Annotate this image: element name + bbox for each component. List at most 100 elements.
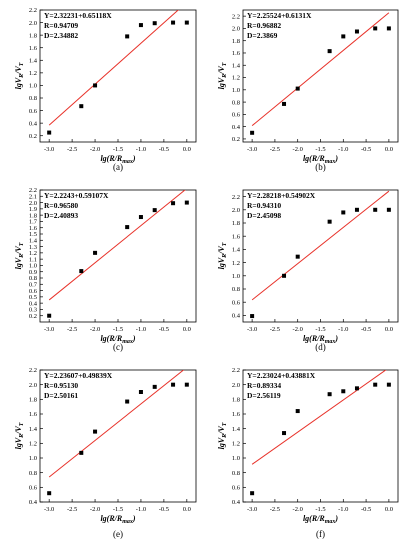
y-tick-label: 2.2 <box>232 13 240 20</box>
y-tick-label: 0.2 <box>232 136 240 143</box>
x-tick-label: -1.5 <box>315 506 325 513</box>
y-tick-label: 1.4 <box>29 426 38 433</box>
fit-equation: Y=2.28218+0.54902X <box>247 191 316 200</box>
x-tick-label: -2.0 <box>293 326 303 333</box>
correlation-r: R=0.89334 <box>247 381 281 390</box>
y-tick-label: 1.6 <box>232 233 241 240</box>
y-tick-label: 1.9 <box>29 206 37 213</box>
x-tick-label: -1.0 <box>136 146 146 153</box>
panel-label: (d) <box>315 342 326 352</box>
y-tick-label: 1.0 <box>232 87 240 94</box>
y-tick-label: 1.4 <box>29 237 38 244</box>
y-tick-label: 0.6 <box>29 485 38 492</box>
y-tick-label: 2.2 <box>232 367 240 374</box>
y-tick-label: 0.9 <box>29 269 37 276</box>
y-tick-label: 1.8 <box>29 32 37 39</box>
chart-panel-b: -3.0 -2.5 -2.0 -1.5 -1.0 -0.5 0.0 0.2 0.4 0.6 0.8 1… <box>217 9 399 172</box>
y-tick-label: 0.3 <box>29 307 37 314</box>
data-point <box>93 83 98 88</box>
data-point <box>125 399 130 404</box>
correlation-r: R=0.94709 <box>44 21 78 30</box>
data-point <box>327 392 332 397</box>
y-axis-label: lgVR/VT <box>217 422 228 449</box>
y-tick-label: 2.2 <box>29 187 37 194</box>
y-tick-label: 0.7 <box>29 281 38 288</box>
chart-panel-c: -3.0 -2.5 -2.0 -1.5 -1.0 -0.5 0.00.20.30.40.50… <box>14 187 197 352</box>
y-tick-label: 1.2 <box>29 250 37 257</box>
y-tick-label: 1.8 <box>232 397 240 404</box>
x-tick-label: -1.5 <box>315 146 325 153</box>
y-tick-label: 1.2 <box>232 75 240 82</box>
data-point <box>327 49 332 54</box>
data-point <box>47 313 52 318</box>
y-axis-label: lgVR/VT <box>14 62 25 89</box>
data-point <box>250 491 255 496</box>
fit-equation: Y=2.25524+0.6131X <box>247 11 312 20</box>
x-axis-label: lg(R/Rmax) <box>100 154 135 165</box>
x-tick-label: -1.0 <box>136 506 146 513</box>
data-point <box>138 215 143 220</box>
x-tick-label: -2.0 <box>90 326 100 333</box>
correlation-r: R=0.94310 <box>247 201 281 210</box>
data-point <box>386 207 391 212</box>
x-tick-label: -0.5 <box>361 506 371 513</box>
data-point <box>282 431 287 436</box>
panel-label: (e) <box>113 529 123 539</box>
fit-line <box>48 190 186 301</box>
y-tick-label: 1.0 <box>29 263 37 270</box>
x-tick-label: 0.0 <box>385 146 393 153</box>
y-tick-label: 1.0 <box>232 273 240 280</box>
data-point <box>354 29 359 34</box>
y-tick-label: 1.4 <box>29 57 38 64</box>
y-tick-label: 2.2 <box>29 7 37 14</box>
y-tick-label: 1.8 <box>232 220 240 227</box>
x-tick-label: 0.0 <box>183 326 191 333</box>
fit-equation: Y=2.23607+0.49839X <box>44 371 113 380</box>
fractal-dimension: D=2.50161 <box>44 391 78 400</box>
y-axis-label: lgVR/VT <box>217 62 228 89</box>
y-tick-label: 0.8 <box>29 470 37 477</box>
data-point <box>184 382 189 387</box>
x-tick-label: -0.5 <box>361 326 371 333</box>
y-tick-label: 1.6 <box>232 411 241 418</box>
y-tick-label: 2.2 <box>232 194 240 201</box>
fit-line <box>48 10 179 126</box>
y-tick-label: 0.2 <box>29 313 37 320</box>
x-tick-label: -2.5 <box>270 146 280 153</box>
y-tick-label: 1.5 <box>29 231 37 238</box>
x-axis-label: lg(R/Rmax) <box>100 334 135 345</box>
x-tick-label: -1.5 <box>113 326 123 333</box>
data-point <box>152 208 157 213</box>
fractal-dimension: D=2.45098 <box>247 211 281 220</box>
data-point <box>386 382 391 387</box>
y-tick-label: 0.4 <box>232 124 241 131</box>
data-point <box>152 384 157 389</box>
x-tick-label: -2.5 <box>270 506 280 513</box>
y-tick-label: 1.6 <box>29 45 38 52</box>
y-tick-label: 1.6 <box>29 225 38 232</box>
x-axis-label: lg(R/Rmax) <box>100 514 135 525</box>
correlation-r: R=0.96882 <box>247 21 281 30</box>
x-tick-label: -0.5 <box>159 146 169 153</box>
x-tick-label: -2.5 <box>67 326 77 333</box>
fit-line <box>251 12 390 127</box>
x-tick-label: -3.0 <box>44 506 54 513</box>
x-axis-label: lg(R/Rmax) <box>303 154 338 165</box>
y-tick-label: 1.3 <box>29 244 37 251</box>
data-point <box>250 130 255 135</box>
fit-line <box>251 370 387 465</box>
y-tick-label: 2.2 <box>29 367 37 374</box>
correlation-r: R=0.96580 <box>44 201 78 210</box>
y-tick-label: 2.0 <box>29 200 37 207</box>
chart-panel-a: -3.0 -2.5 -2.0 -1.5 -1.0 -0.5 0.0 0.2 0.4 0.6 0.8 1… <box>14 7 197 172</box>
data-point <box>125 34 130 39</box>
data-point <box>184 20 189 25</box>
data-point <box>327 219 332 224</box>
y-tick-label: 0.4 <box>232 313 241 320</box>
y-tick-label: 0.6 <box>232 112 241 119</box>
y-tick-label: 1.8 <box>29 212 37 219</box>
chart-panel-f: -3.0 -2.5 -2.0 -1.5 -1.0 -0.5 0.0 0.4 0.6 0.8 1.0 1… <box>217 367 399 539</box>
correlation-r: R=0.95130 <box>44 381 78 390</box>
data-point <box>282 273 287 278</box>
